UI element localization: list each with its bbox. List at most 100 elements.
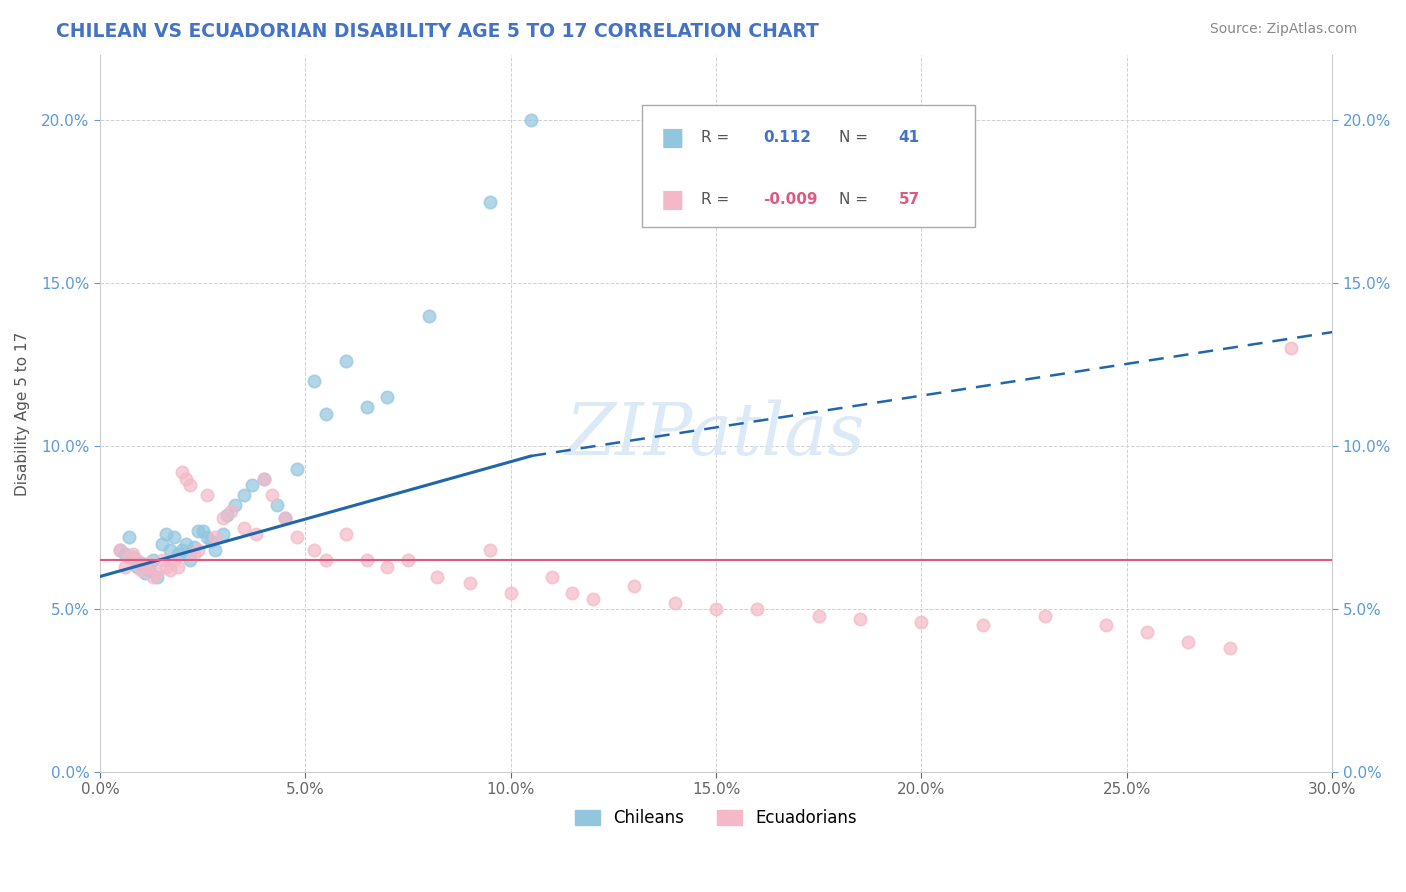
Point bbox=[163, 530, 186, 544]
Point bbox=[142, 569, 165, 583]
Text: -0.009: -0.009 bbox=[763, 193, 817, 208]
Point bbox=[499, 586, 522, 600]
Point bbox=[167, 559, 190, 574]
Point bbox=[253, 472, 276, 486]
Text: 0.112: 0.112 bbox=[763, 130, 811, 145]
Point bbox=[356, 400, 378, 414]
Point bbox=[179, 553, 201, 567]
Point bbox=[155, 559, 177, 574]
Point bbox=[129, 563, 152, 577]
Point bbox=[972, 618, 994, 632]
Point bbox=[114, 547, 136, 561]
Text: ZIPatlas: ZIPatlas bbox=[567, 400, 866, 470]
Point bbox=[121, 547, 143, 561]
Point bbox=[159, 543, 181, 558]
Point bbox=[150, 553, 173, 567]
Point bbox=[179, 478, 201, 492]
Text: ■: ■ bbox=[661, 126, 685, 150]
Point bbox=[163, 553, 186, 567]
Point bbox=[224, 498, 246, 512]
Point bbox=[191, 524, 214, 538]
Point bbox=[200, 533, 222, 548]
Point bbox=[426, 569, 449, 583]
Point bbox=[1279, 342, 1302, 356]
Point bbox=[302, 543, 325, 558]
Point bbox=[1033, 608, 1056, 623]
Point bbox=[458, 576, 481, 591]
Point bbox=[285, 462, 308, 476]
Point bbox=[623, 579, 645, 593]
Point bbox=[138, 563, 160, 577]
Point bbox=[315, 553, 337, 567]
Point bbox=[110, 543, 132, 558]
Point bbox=[479, 543, 502, 558]
Point bbox=[418, 309, 440, 323]
Point bbox=[285, 530, 308, 544]
Point bbox=[125, 559, 148, 574]
Point bbox=[174, 537, 197, 551]
Text: Source: ZipAtlas.com: Source: ZipAtlas.com bbox=[1209, 22, 1357, 37]
Point bbox=[212, 527, 235, 541]
Text: CHILEAN VS ECUADORIAN DISABILITY AGE 5 TO 17 CORRELATION CHART: CHILEAN VS ECUADORIAN DISABILITY AGE 5 T… bbox=[56, 22, 820, 41]
Point bbox=[479, 194, 502, 209]
Point bbox=[118, 530, 141, 544]
Point bbox=[187, 543, 209, 558]
Y-axis label: Disability Age 5 to 17: Disability Age 5 to 17 bbox=[15, 332, 30, 496]
Text: 41: 41 bbox=[898, 130, 920, 145]
Point bbox=[170, 543, 193, 558]
Point bbox=[315, 407, 337, 421]
Point bbox=[245, 527, 267, 541]
Point bbox=[174, 472, 197, 486]
Point bbox=[170, 465, 193, 479]
Point bbox=[747, 602, 769, 616]
Point bbox=[807, 608, 830, 623]
Point bbox=[377, 390, 399, 404]
Point bbox=[134, 559, 156, 574]
Point bbox=[274, 511, 297, 525]
Point bbox=[187, 524, 209, 538]
Point bbox=[266, 498, 288, 512]
Point bbox=[146, 566, 169, 581]
Text: N =: N = bbox=[839, 193, 873, 208]
Point bbox=[1218, 641, 1240, 656]
Point bbox=[195, 530, 218, 544]
Point bbox=[167, 547, 190, 561]
Point bbox=[1177, 634, 1199, 648]
Point bbox=[540, 569, 562, 583]
Point bbox=[146, 569, 169, 583]
Point bbox=[1095, 618, 1118, 632]
Point bbox=[664, 596, 686, 610]
Legend: Chileans, Ecuadorians: Chileans, Ecuadorians bbox=[567, 801, 866, 836]
Point bbox=[134, 566, 156, 581]
Point bbox=[240, 478, 263, 492]
Point bbox=[253, 472, 276, 486]
Point bbox=[1136, 624, 1159, 639]
Point bbox=[302, 374, 325, 388]
Point bbox=[125, 553, 148, 567]
Point bbox=[910, 615, 932, 629]
Text: ■: ■ bbox=[661, 188, 685, 212]
Point bbox=[232, 521, 254, 535]
Point bbox=[396, 553, 419, 567]
FancyBboxPatch shape bbox=[643, 105, 974, 227]
Point bbox=[138, 557, 160, 571]
Text: 57: 57 bbox=[898, 193, 920, 208]
Point bbox=[221, 504, 243, 518]
Text: R =: R = bbox=[702, 193, 734, 208]
Text: N =: N = bbox=[839, 130, 873, 145]
Point bbox=[335, 527, 357, 541]
Point bbox=[561, 586, 583, 600]
Point bbox=[150, 537, 173, 551]
Point bbox=[217, 508, 239, 522]
Point bbox=[377, 559, 399, 574]
Point bbox=[183, 540, 205, 554]
Point bbox=[262, 488, 284, 502]
Point bbox=[204, 530, 226, 544]
Point bbox=[204, 543, 226, 558]
Point bbox=[704, 602, 727, 616]
Point bbox=[129, 557, 152, 571]
Point bbox=[356, 553, 378, 567]
Point bbox=[232, 488, 254, 502]
Point bbox=[274, 511, 297, 525]
Point bbox=[142, 553, 165, 567]
